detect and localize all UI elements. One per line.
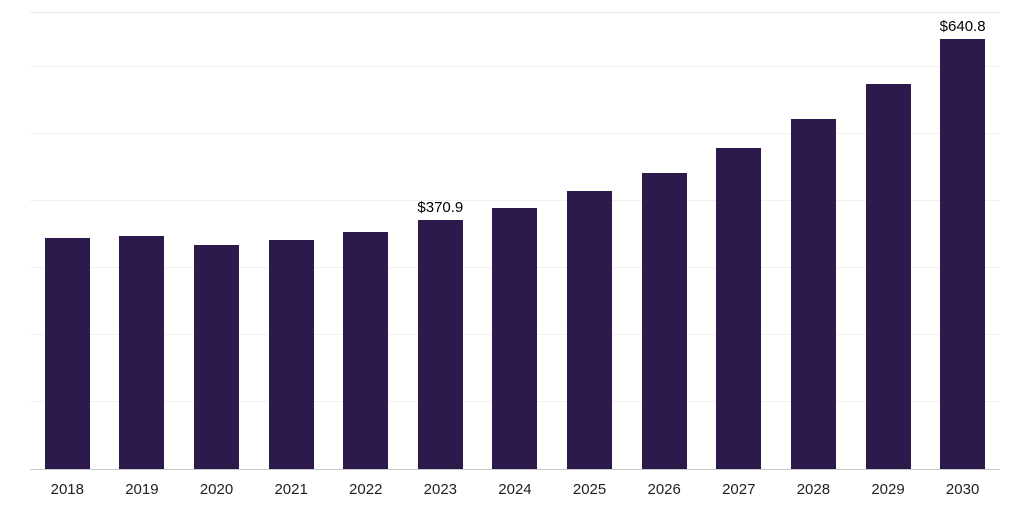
bar[interactable]	[194, 245, 240, 469]
x-axis-tick-label: 2028	[796, 481, 831, 498]
bar-slot	[30, 13, 105, 469]
bar[interactable]	[865, 84, 911, 469]
x-axis-tick-label: 2024	[498, 481, 532, 498]
x-axis-tick-label: 2022	[349, 481, 383, 498]
bar[interactable]	[716, 147, 762, 469]
bar[interactable]	[567, 191, 613, 469]
bar[interactable]	[790, 118, 836, 469]
bar-slot	[105, 13, 180, 469]
bar-slot	[179, 13, 254, 469]
bar-value-label: $640.8	[939, 18, 986, 36]
bar-slot	[328, 13, 403, 469]
bar[interactable]	[268, 240, 314, 469]
bar-slot	[776, 13, 851, 469]
bar[interactable]	[119, 235, 165, 469]
bar-slot	[254, 13, 329, 469]
bar-slot	[552, 13, 627, 469]
plot-area: $370.9 $640.8	[30, 12, 1000, 470]
x-axis: 2018 2019 2020 2021 2022 2023 2024 2025 2026 2027…	[30, 478, 1000, 502]
bar[interactable]	[641, 172, 687, 469]
x-axis-tick-label: 2021	[274, 481, 308, 498]
bar-slot	[478, 13, 553, 469]
bar[interactable]: $370.9	[417, 199, 463, 469]
x-axis-tick-label: 2019	[125, 481, 159, 498]
bar[interactable]	[44, 237, 90, 469]
bar-slot	[701, 13, 776, 469]
bar[interactable]	[343, 232, 389, 469]
bar-value-label: $370.9	[417, 199, 464, 217]
x-axis-tick-label: 2030	[945, 481, 980, 498]
bar-slot	[851, 13, 926, 469]
x-axis-tick-label: 2018	[50, 481, 84, 498]
x-axis-tick-label: 2027	[722, 481, 756, 498]
x-axis-tick-label: 2025	[572, 481, 607, 498]
bar-slot: $370.9	[403, 13, 478, 469]
bar-slot	[627, 13, 702, 469]
bar-slot: $640.8	[925, 13, 1000, 469]
x-axis-tick-label: 2020	[199, 481, 234, 498]
x-axis-tick-label: 2026	[647, 481, 681, 498]
x-axis-tick-label: 2029	[871, 481, 905, 498]
bars-container: $370.9 $640.8	[30, 13, 1000, 469]
x-axis-tick-label: 2023	[423, 481, 458, 498]
bar[interactable]	[492, 208, 538, 469]
bar[interactable]: $640.8	[940, 18, 986, 469]
